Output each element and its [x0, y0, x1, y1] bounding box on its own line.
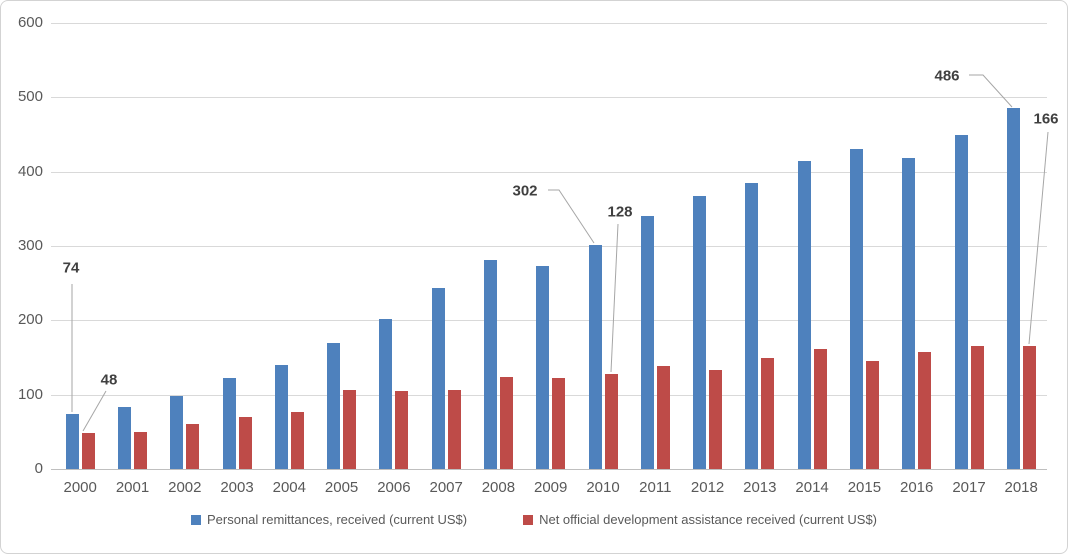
leader-line: [969, 74, 1013, 108]
leader-line: [1028, 131, 1049, 345]
data-label-74: 74: [62, 259, 80, 277]
bar-remittances-2016: [902, 158, 916, 469]
bar-remittances-2010: [588, 244, 602, 469]
x-tick-label: 2001: [115, 479, 150, 496]
legend: Personal remittances, received (current …: [1, 512, 1067, 527]
bar-oda-2015: [865, 360, 879, 469]
y-gridline: [51, 97, 1047, 98]
bar-oda-2007: [447, 389, 461, 469]
legend-label-oda: Net official development assistance rece…: [539, 512, 878, 527]
bar-remittances-2008: [483, 260, 497, 469]
bar-remittances-2012: [693, 196, 707, 469]
legend-swatch-remittances-icon: [190, 514, 201, 525]
x-tick-label: 2017: [952, 479, 986, 496]
legend-item-oda: Net official development assistance rece…: [523, 512, 877, 527]
x-tick-label: 2000: [63, 479, 97, 496]
bar-oda-2002: [186, 424, 200, 469]
bar-remittances-2009: [536, 266, 550, 469]
bar-oda-2016: [918, 351, 932, 469]
legend-label-remittances: Personal remittances, received (current …: [206, 512, 468, 527]
x-tick-label: 2016: [900, 479, 934, 496]
y-tick-label: 100: [17, 386, 43, 403]
leader-line: [548, 189, 595, 244]
bar-oda-2005: [343, 389, 357, 469]
bar-oda-2009: [552, 377, 566, 469]
y-gridline: [51, 23, 1047, 24]
bar-oda-2001: [134, 431, 147, 469]
bar-remittances-2015: [849, 149, 863, 469]
bar-oda-2006: [395, 390, 409, 469]
bar-remittances-2017: [954, 135, 968, 469]
leader-line: [82, 390, 107, 432]
legend-swatch-oda-icon: [523, 514, 534, 525]
bar-oda-2017: [970, 346, 984, 469]
bar-oda-2004: [290, 411, 304, 469]
x-tick-label: 2018: [1004, 479, 1038, 496]
x-tick-label: 2014: [795, 479, 829, 496]
x-axis-line: [51, 469, 1047, 470]
bar-oda-2014: [813, 349, 827, 469]
bar-remittances-2002: [170, 396, 184, 469]
y-tick-label: 200: [17, 311, 43, 328]
data-label-486: 486: [934, 67, 960, 85]
x-tick-label: 2002: [168, 479, 202, 496]
data-label-166: 166: [1033, 110, 1059, 128]
bar-remittances-2001: [118, 407, 131, 469]
x-tick-label: 2007: [429, 479, 463, 496]
bar-oda-2003: [238, 417, 252, 469]
bar-remittances-2014: [797, 160, 811, 469]
bar-oda-2000: [81, 433, 95, 469]
x-tick-label: 2003: [220, 479, 254, 496]
y-tick-label: 600: [17, 14, 43, 31]
data-label-302: 302: [512, 182, 538, 200]
x-tick-label: 2015: [847, 479, 882, 496]
y-tick-label: 0: [34, 460, 43, 477]
legend-item-remittances: Personal remittances, received (current …: [190, 512, 468, 527]
bar-remittances-2011: [640, 216, 654, 469]
bar-remittances-2003: [222, 377, 236, 469]
bar-remittances-2006: [379, 318, 393, 469]
x-tick-label: 2004: [272, 479, 306, 496]
bar-remittances-2000: [65, 414, 79, 469]
x-tick-label: 2011: [639, 479, 672, 496]
data-label-48: 48: [100, 371, 118, 389]
data-label-128: 128: [607, 203, 633, 221]
y-gridline: [51, 172, 1047, 173]
bar-remittances-2004: [274, 364, 288, 469]
y-tick-label: 500: [17, 88, 43, 105]
x-tick-label: 2009: [534, 479, 568, 496]
bar-remittances-2007: [431, 288, 445, 469]
y-gridline: [51, 246, 1047, 247]
x-tick-label: 2012: [690, 479, 725, 496]
bar-oda-2008: [499, 376, 513, 469]
x-tick-label: 2005: [324, 479, 359, 496]
bar-remittances-2013: [745, 182, 759, 469]
x-tick-label: 2013: [743, 479, 777, 496]
x-tick-label: 2006: [377, 479, 411, 496]
y-tick-label: 300: [17, 237, 43, 254]
bar-remittances-2018: [1006, 107, 1020, 469]
bar-oda-2011: [656, 365, 670, 469]
bar-oda-2010: [604, 373, 618, 469]
bar-remittances-2005: [327, 342, 341, 469]
x-tick-label: 2010: [586, 479, 620, 496]
x-tick-label: 2008: [481, 479, 516, 496]
y-tick-label: 400: [17, 163, 43, 180]
bar-oda-2018: [1022, 345, 1036, 469]
bar-oda-2013: [761, 357, 775, 469]
bar-oda-2012: [709, 370, 723, 469]
